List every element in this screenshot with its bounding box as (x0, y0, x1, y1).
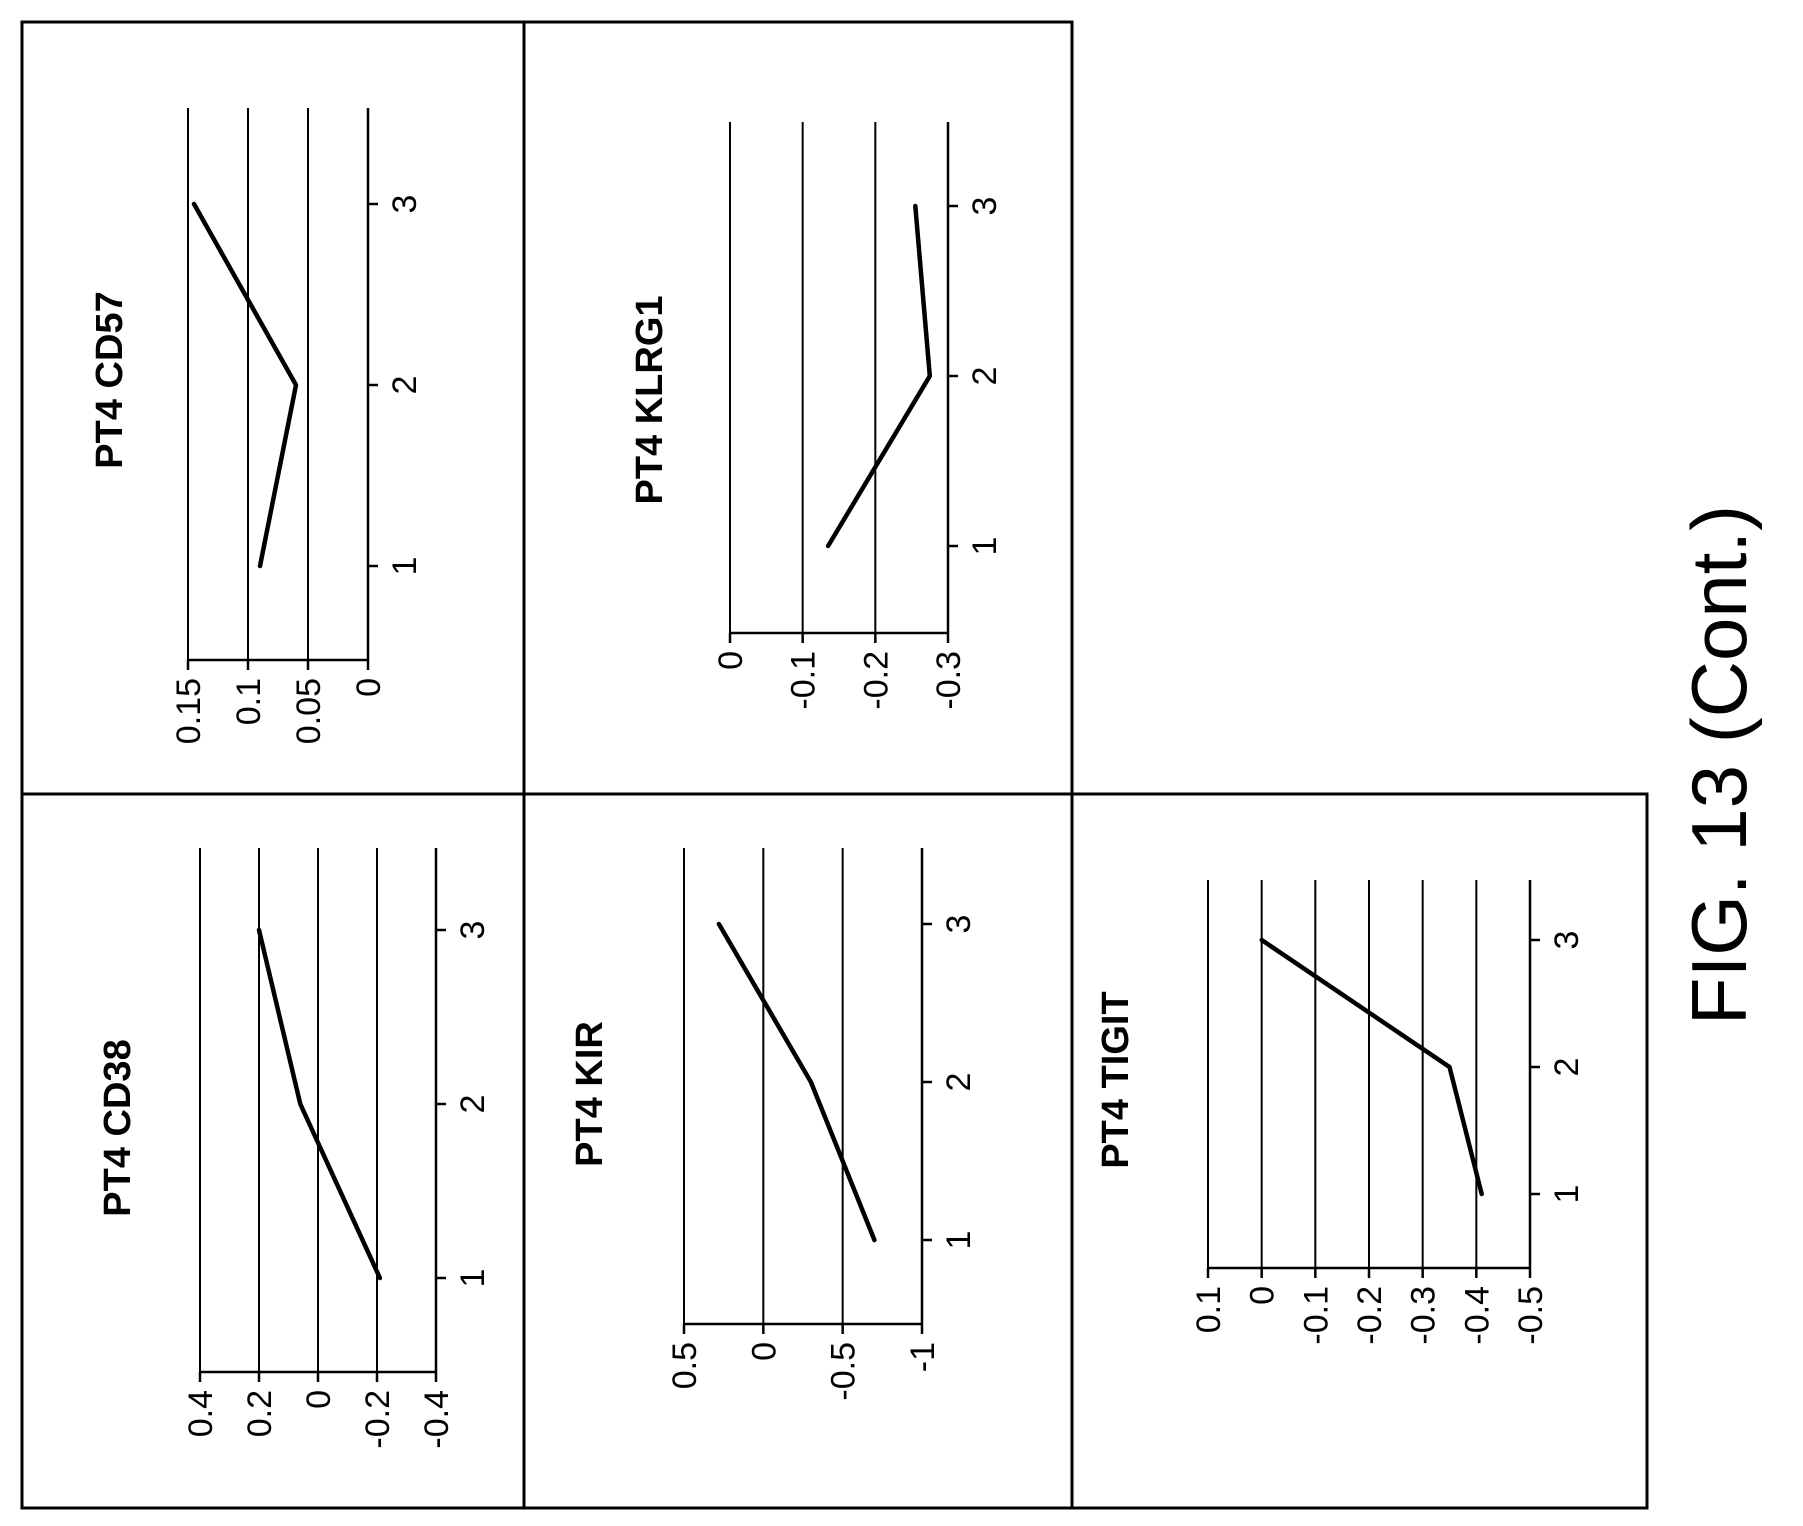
value-tick-label: 0 (712, 651, 750, 670)
value-tick-label: 0.15 (170, 678, 208, 744)
value-tick-label: -0.4 (1458, 1286, 1496, 1345)
series-line (256, 927, 383, 1281)
value-tick-label: -0.3 (930, 651, 968, 710)
value-tick-label: -0.4 (418, 1390, 456, 1449)
value-tick-label: -0.5 (1512, 1286, 1550, 1345)
chart-klrg1: 0 -0.1 -0.2 -0.3 1 2 3 PT4 KLRG1 (629, 122, 1004, 710)
chart-title: PT4 TIGIT (1095, 991, 1137, 1168)
chart-tigit: 0.1 0 -0.1 -0.2 -0.3 -0.4 -0.5 1 2 3 PT4 TIGIT (1095, 880, 1586, 1345)
value-tick-label: -0.1 (785, 651, 823, 710)
value-tick-label: 0 (300, 1390, 338, 1409)
value-tick-label: -0.3 (1405, 1286, 1443, 1345)
x-tick-label: 1 (966, 537, 1004, 556)
series-line (1259, 937, 1484, 1197)
series-line (825, 203, 933, 549)
x-tick-label: 3 (386, 195, 424, 214)
value-tick-label: 0.4 (182, 1390, 220, 1437)
charts-layer: 0.15 0.1 0.05 0 1 2 3 PT4 CD57 0 -0.1 -0.2 -0.3 1 2 3 P… (89, 108, 1586, 1449)
x-tick-label: 3 (966, 197, 1004, 216)
x-tick-label: 3 (1548, 931, 1586, 950)
x-tick-label: 2 (940, 1073, 978, 1092)
x-tick-label: 3 (454, 921, 492, 940)
value-tick-label: -0.2 (857, 651, 895, 710)
value-tick-label: 0 (745, 1342, 783, 1361)
x-tick-label: 2 (966, 367, 1004, 386)
value-tick-label: -0.2 (1351, 1286, 1389, 1345)
value-tick-label: -1 (904, 1342, 942, 1372)
chart-cd57: 0.15 0.1 0.05 0 1 2 3 PT4 CD57 (89, 108, 424, 744)
series-line (191, 201, 299, 569)
x-tick-label: 3 (940, 915, 978, 934)
x-tick-label: 1 (386, 557, 424, 576)
value-tick-label: 0 (1244, 1286, 1282, 1305)
chart-title: PT4 KLRG1 (629, 295, 671, 504)
panel-frame-klrg1 (522, 20, 1074, 796)
panel-frame-tigit (1070, 792, 1649, 1510)
value-tick-label: 0.05 (290, 678, 328, 744)
value-tick-label: -0.2 (359, 1390, 397, 1449)
value-tick-label: -0.5 (825, 1342, 863, 1401)
figure-caption: FIG. 13 (Cont.) (1675, 505, 1763, 1025)
value-tick-label: -0.1 (1297, 1286, 1335, 1345)
series-line (716, 921, 877, 1243)
panel-frames (20, 20, 1649, 1510)
value-tick-label: 0 (350, 678, 388, 697)
chart-title: PT4 CD57 (89, 291, 131, 468)
chart-kir: 0.5 0 -0.5 -1 1 2 3 PT4 KIR (569, 848, 978, 1401)
value-tick-label: 0.1 (1190, 1286, 1228, 1333)
x-tick-label: 1 (454, 1269, 492, 1288)
x-tick-label: 1 (1548, 1185, 1586, 1204)
chart-cd38: 0.4 0.2 0 -0.2 -0.4 1 2 3 PT4 CD38 (97, 848, 492, 1449)
x-tick-label: 1 (940, 1231, 978, 1250)
value-tick-label: 0.5 (666, 1342, 704, 1389)
x-tick-label: 2 (1548, 1058, 1586, 1077)
value-tick-label: 0.1 (230, 678, 268, 725)
chart-title: PT4 CD38 (97, 1039, 139, 1216)
x-tick-label: 2 (454, 1095, 492, 1114)
value-tick-label: 0.2 (241, 1390, 279, 1437)
x-tick-label: 2 (386, 376, 424, 395)
chart-title: PT4 KIR (569, 1021, 611, 1167)
